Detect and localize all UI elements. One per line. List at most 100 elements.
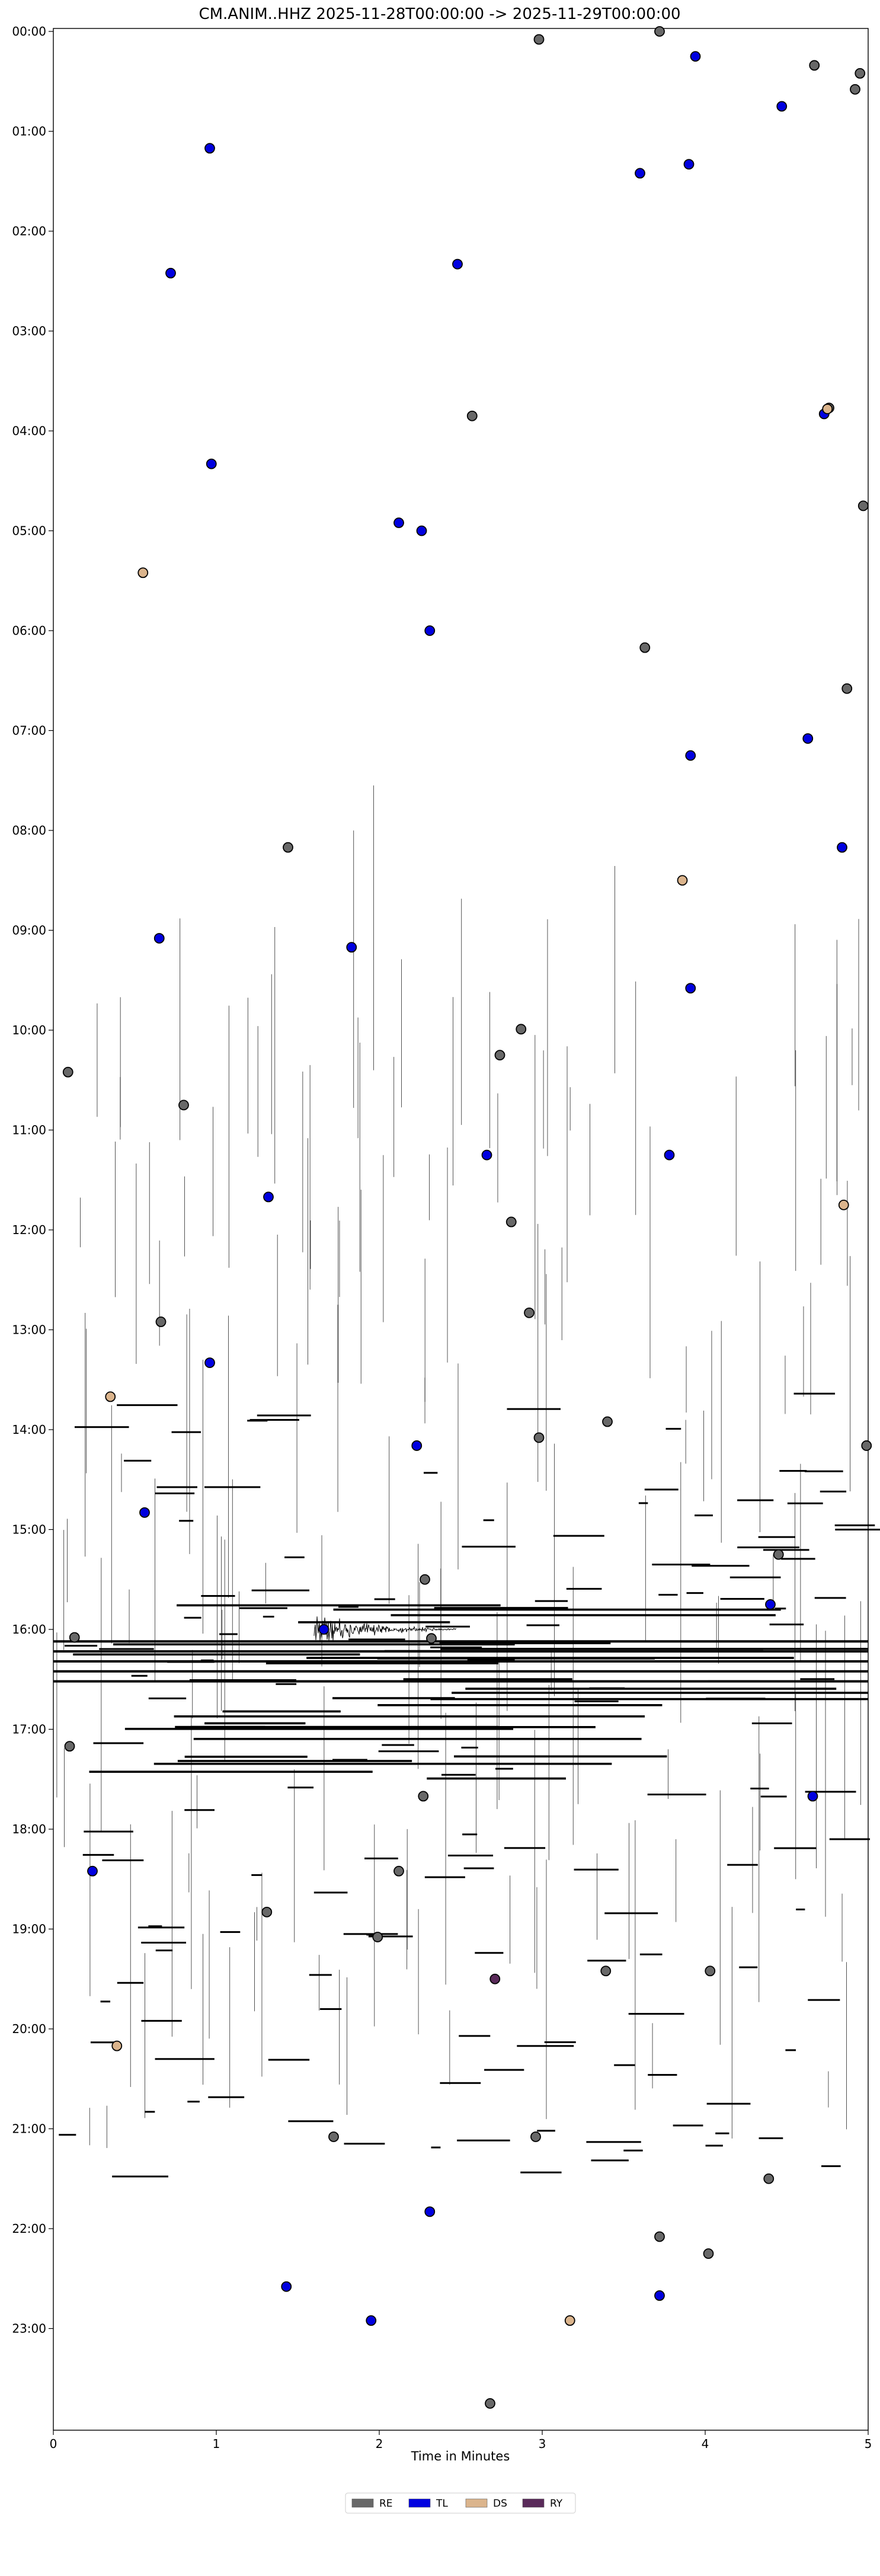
event-point-re: [393, 1865, 404, 1877]
y-tick-label: 08:00: [12, 823, 46, 838]
event-point-re: [809, 60, 820, 71]
event-point-tl: [424, 625, 436, 636]
event-point-tl: [165, 267, 176, 279]
event-point-tl: [685, 750, 696, 761]
y-tick-label: 22:00: [12, 2222, 46, 2236]
event-point-tl: [281, 2281, 292, 2292]
event-point-tl: [635, 168, 645, 179]
legend-label-tl: TL: [436, 2498, 448, 2510]
y-tick-label: 07:00: [12, 724, 46, 738]
event-point-tl: [204, 143, 215, 154]
legend-swatch-tl: [408, 2498, 431, 2508]
event-point-re: [530, 2131, 541, 2142]
event-point-re: [654, 26, 665, 37]
event-point-ds: [677, 875, 688, 886]
event-point-re: [602, 1416, 613, 1427]
plot-area: [53, 28, 869, 2431]
event-point-tl: [153, 933, 165, 944]
event-point-re: [855, 68, 866, 79]
event-point-re: [466, 410, 478, 421]
y-tick-label: 19:00: [12, 1922, 46, 1936]
y-tick-label: 11:00: [12, 1123, 46, 1137]
event-point-tl: [776, 101, 788, 112]
waveform-traces: [53, 785, 880, 2178]
legend-swatch-re: [351, 2498, 374, 2508]
event-point-re: [600, 1965, 612, 1977]
x-tick-label: 2: [376, 2437, 383, 2451]
y-tick-label: 03:00: [12, 324, 46, 338]
event-point-tl: [416, 525, 427, 536]
y-tick-label: 00:00: [12, 24, 46, 39]
y-tick-label: 01:00: [12, 124, 46, 139]
x-tick-label: 4: [702, 2437, 709, 2451]
event-point-re: [763, 2173, 775, 2184]
event-point-tl: [318, 1624, 329, 1635]
event-point-tl: [683, 159, 695, 170]
event-point-re: [841, 683, 853, 694]
legend-swatch-ds: [465, 2498, 488, 2508]
event-point-re: [485, 2398, 495, 2409]
event-point-tl: [424, 2206, 436, 2217]
event-point-re: [328, 2131, 339, 2142]
event-point-tl: [685, 983, 696, 994]
y-tick-label: 12:00: [12, 1223, 46, 1237]
event-point-re: [420, 1574, 430, 1585]
event-point-re: [418, 1791, 429, 1802]
event-point-tl: [765, 1599, 776, 1610]
legend-label-ds: DS: [493, 2498, 507, 2510]
event-point-tl: [654, 2290, 665, 2301]
event-point-re: [524, 1307, 535, 1318]
y-tick-label: 04:00: [12, 424, 46, 438]
x-tick-label: 0: [50, 2437, 57, 2451]
y-tick-label: 10:00: [12, 1023, 46, 1037]
event-point-re: [494, 1050, 505, 1061]
event-point-re: [861, 1440, 872, 1451]
event-point-re: [62, 1066, 73, 1078]
y-tick-label: 18:00: [12, 1822, 46, 1836]
event-point-re: [516, 1024, 527, 1035]
event-point-re: [850, 84, 860, 95]
y-tick-label: 06:00: [12, 624, 46, 638]
y-tick-label: 20:00: [12, 2022, 46, 2036]
event-point-ds: [105, 1391, 116, 1402]
legend-frame: [345, 2492, 576, 2514]
event-point-ds: [822, 404, 833, 414]
chart-title: CM.ANIM..HHZ 2025-11-28T00:00:00 -> 2025…: [199, 5, 680, 23]
legend: RE TL DS RY: [345, 2492, 576, 2514]
event-point-tl: [139, 1507, 150, 1518]
y-tick-label: 23:00: [12, 2322, 46, 2336]
x-tick-label: 5: [865, 2437, 872, 2451]
legend-label-re: RE: [379, 2498, 393, 2510]
event-point-tl: [263, 1191, 274, 1203]
axes: 0 1 2 3 4 5 00:00 01:00 02:00 03:00 04:00 05:00 06:0…: [12, 24, 872, 2451]
event-point-re: [703, 2248, 714, 2259]
event-markers: [62, 26, 872, 2409]
event-point-tl: [664, 1149, 675, 1161]
x-tick-label: 1: [213, 2437, 220, 2451]
y-tick-label: 09:00: [12, 923, 46, 938]
event-point-tl: [206, 458, 217, 469]
event-point-re: [261, 1906, 273, 1917]
event-point-tl: [346, 942, 357, 953]
event-point-tl: [204, 1357, 215, 1369]
event-point-ds: [137, 567, 149, 579]
event-point-tl: [411, 1440, 423, 1451]
legend-swatch-ry: [522, 2498, 545, 2508]
event-point-tl: [87, 1865, 98, 1877]
event-point-ds: [838, 1199, 849, 1210]
y-tick-label: 14:00: [12, 1423, 46, 1437]
event-point-re: [426, 1633, 437, 1644]
event-point-tl: [481, 1149, 492, 1161]
event-point-tl: [393, 517, 404, 528]
event-point-re: [505, 1216, 517, 1228]
event-point-ds: [111, 2040, 123, 2051]
event-point-re: [654, 2231, 665, 2242]
event-point-tl: [690, 51, 701, 62]
event-point-ds: [564, 2315, 575, 2326]
y-tick-label: 16:00: [12, 1622, 46, 1637]
event-point-tl: [366, 2315, 377, 2326]
event-point-re: [64, 1741, 75, 1752]
event-point-re: [533, 34, 545, 45]
